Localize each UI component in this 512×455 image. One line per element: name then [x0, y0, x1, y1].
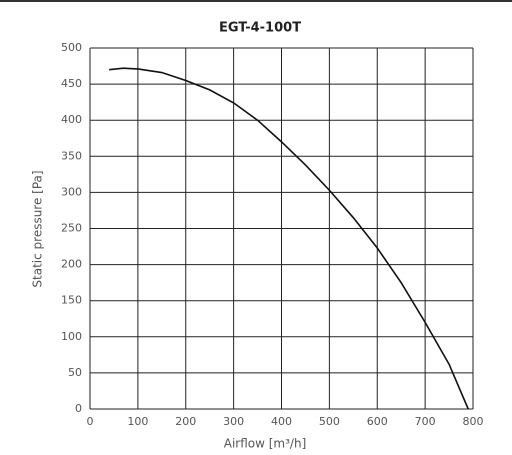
y-tick-label: 250	[61, 222, 82, 235]
curve	[109, 67, 469, 410]
y-tick-label: 100	[61, 330, 82, 343]
y-tick-label: 0	[75, 402, 82, 415]
y-tick-label: 400	[61, 113, 82, 126]
x-axis-label: Airflow [m³/h]	[224, 437, 307, 451]
x-tick-label: 700	[415, 415, 436, 428]
y-tick-label: 300	[61, 185, 82, 198]
x-tick-label: 500	[319, 415, 340, 428]
y-tick-label: 450	[61, 77, 82, 90]
x-tick-label: 600	[367, 415, 388, 428]
x-tick-label: 100	[127, 415, 148, 428]
chart-title: EGT-4-100T	[219, 21, 301, 36]
x-tick-label: 200	[175, 415, 196, 428]
x-tick-label: 0	[87, 415, 94, 428]
y-tick-label: 50	[68, 366, 82, 379]
x-tick-label: 800	[463, 415, 484, 428]
y-axis-label: Static pressure [Pa]	[31, 170, 45, 287]
y-tick-label: 150	[61, 294, 82, 307]
x-tick-label: 300	[223, 415, 244, 428]
y-tick-label: 350	[61, 149, 82, 162]
x-tick-label: 400	[271, 415, 292, 428]
y-tick-label: 500	[61, 41, 82, 54]
y-tick-label: 200	[61, 258, 82, 271]
